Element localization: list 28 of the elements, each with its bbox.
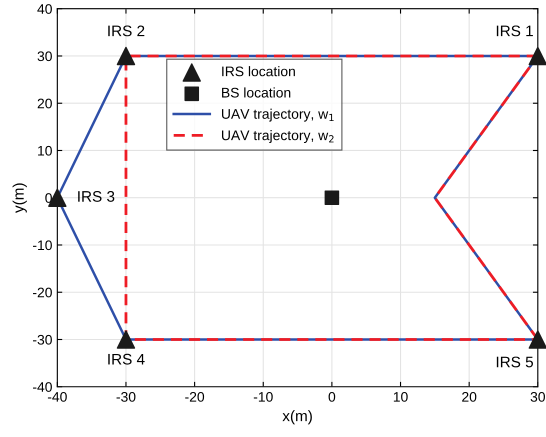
annotation: IRS 2 (108, 25, 144, 36)
annotation: IRS 1 (496, 25, 533, 36)
x-tick-label: -30 (116, 392, 136, 402)
y-tick-label: -40 (33, 382, 52, 392)
legend-label: BS location (222, 87, 290, 98)
x-tick-label: -40 (48, 392, 67, 402)
x-tick-label: 0 (328, 392, 336, 402)
x-axis-title: x(m) (282, 410, 312, 424)
legend-label: IRS location (222, 66, 295, 76)
annotation: IRS 4 (108, 354, 145, 365)
x-tick-label: 20 (462, 392, 476, 402)
x-tick-label: -20 (185, 392, 204, 402)
y-tick-label: 20 (38, 98, 52, 108)
annotation: IRS 3 (78, 191, 114, 202)
x-tick-label: -10 (254, 392, 273, 402)
y-tick-label: 10 (38, 146, 52, 156)
x-tick-label: 10 (394, 392, 408, 402)
y-tick-label: 30 (38, 51, 52, 62)
y-axis-title: y(m) (12, 183, 27, 213)
y-tick-label: 40 (37, 4, 52, 14)
annotation: IRS 5 (496, 356, 534, 368)
legend-label: UAV trajectory, w$_{2}$ (222, 130, 334, 143)
y-tick-label: 0 (45, 193, 52, 203)
y-tick-label: -30 (33, 334, 52, 345)
y-tick-label: -10 (33, 240, 52, 250)
legend-label: UAV trajectory, w$_{1}$ (222, 108, 334, 122)
y-tick-label: -20 (33, 288, 52, 298)
x-tick-label: 30 (530, 392, 545, 402)
